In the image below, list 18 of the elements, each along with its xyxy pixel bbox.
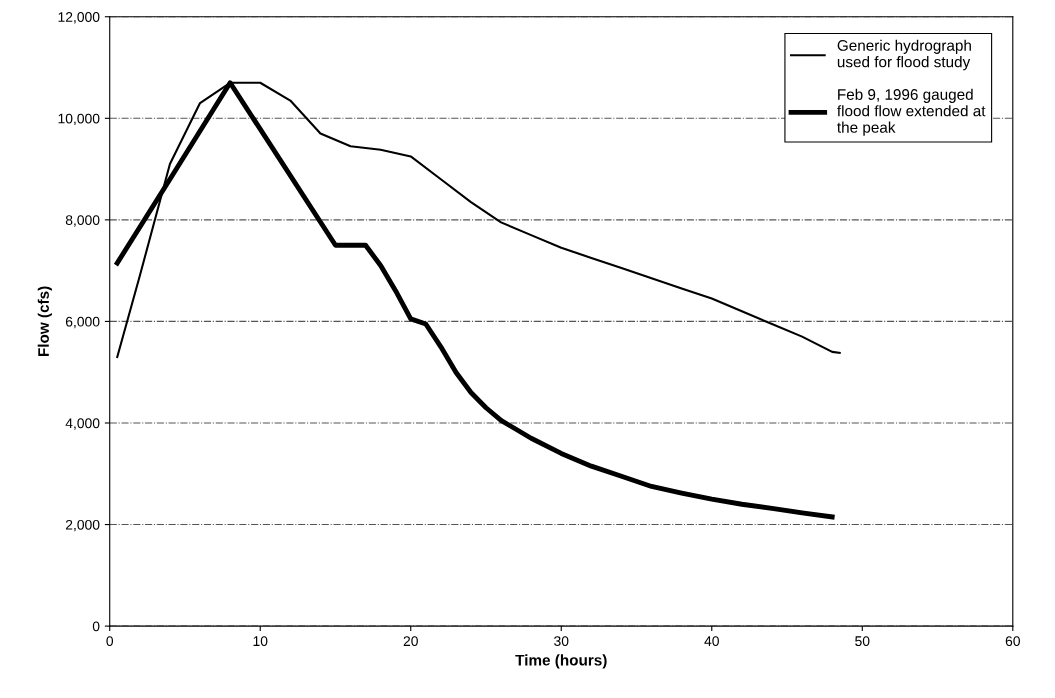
y-tick-label: 0 <box>92 621 100 632</box>
y-tick-label: 12,000 <box>58 12 100 24</box>
y-tick-label: 10,000 <box>58 113 100 126</box>
x-tick-label: 40 <box>704 636 719 647</box>
x-tick-label: 10 <box>253 636 268 647</box>
y-tick-label: 8,000 <box>65 215 100 227</box>
x-tick-label: 60 <box>1005 636 1020 647</box>
x-tick-label: 50 <box>855 636 870 647</box>
y-axis-title: Flow (cfs) <box>37 286 52 357</box>
x-tick-label: 0 <box>106 636 114 647</box>
x-axis-title: Time (hours) <box>515 654 607 669</box>
legend-label: Feb 9, 1996 gauged flood flow extended at the peak <box>837 88 986 136</box>
y-tick-label: 4,000 <box>65 418 100 430</box>
y-tick-label: 2,000 <box>65 519 100 532</box>
x-tick-label: 30 <box>554 636 569 647</box>
y-tick-label: 6,000 <box>65 316 100 329</box>
legend-label: Generic hydrograph used for flood study <box>837 39 971 71</box>
x-tick-label: 20 <box>403 636 418 647</box>
